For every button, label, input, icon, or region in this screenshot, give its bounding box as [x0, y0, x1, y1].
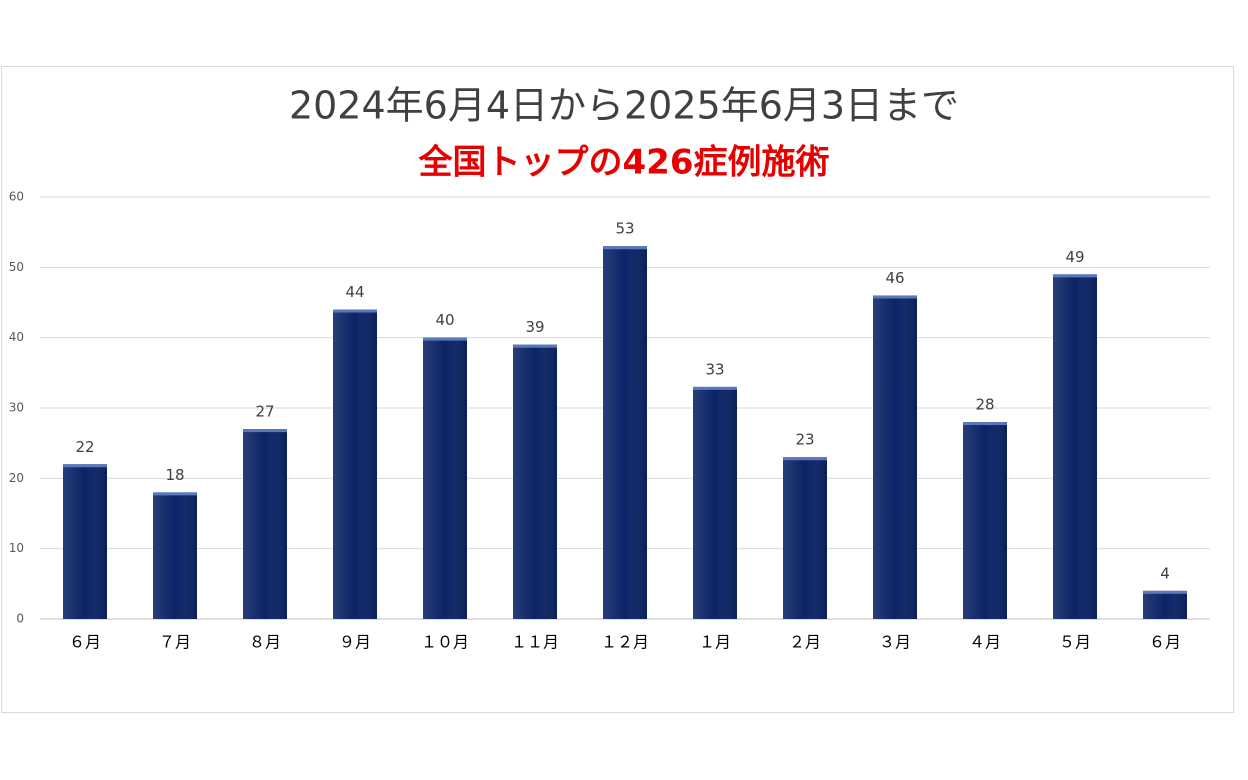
value-label: 27: [255, 403, 274, 421]
x-tick-label: １０月: [421, 633, 469, 652]
y-tick-label: 20: [9, 471, 24, 485]
value-label: 4: [1160, 564, 1170, 582]
y-tick-label: 40: [9, 330, 24, 344]
bar-top: [513, 344, 557, 348]
bar-sheen: [513, 344, 557, 619]
chart-title: 2024年6月4日から2025年6月3日まで: [289, 84, 959, 128]
bar-sheen: [63, 464, 107, 619]
x-tick-label: ９月: [339, 633, 371, 652]
x-tick-label: １２月: [601, 633, 649, 652]
bar-sheen: [783, 457, 827, 619]
bar-top: [423, 337, 467, 341]
bar-sheen: [1143, 590, 1187, 619]
bar-sheen: [333, 309, 377, 619]
y-tick-label: 10: [9, 541, 24, 555]
value-label: 39: [525, 318, 544, 336]
bar-top: [783, 457, 827, 461]
value-label: 18: [165, 466, 184, 484]
bar-sheen: [153, 492, 197, 619]
x-tick-label: ６月: [1149, 633, 1181, 652]
x-tick-label: ７月: [159, 633, 191, 652]
bar-top: [603, 246, 647, 250]
bar-sheen: [243, 429, 287, 619]
bar-top: [873, 295, 917, 299]
value-label: 49: [1065, 248, 1084, 266]
x-tick-label: ６月: [69, 633, 101, 652]
y-tick-label: 0: [16, 612, 24, 626]
bar-top: [63, 464, 107, 468]
bar-top: [963, 422, 1007, 426]
bar-top: [153, 492, 197, 496]
bar-top: [333, 309, 377, 313]
x-tick-label: ８月: [249, 633, 281, 652]
value-label: 33: [705, 360, 724, 378]
value-label: 28: [975, 396, 994, 414]
value-label: 44: [345, 283, 364, 301]
bar-top: [1053, 274, 1097, 278]
bar-sheen: [873, 295, 917, 619]
value-label: 46: [885, 269, 904, 287]
bar-top: [243, 429, 287, 433]
value-label: 22: [75, 438, 94, 456]
bar-sheen: [1053, 274, 1097, 619]
bar-sheen: [603, 246, 647, 619]
x-tick-label: ２月: [789, 633, 821, 652]
bar-sheen: [423, 337, 467, 619]
value-label: 53: [615, 220, 634, 238]
x-tick-label: ３月: [879, 633, 911, 652]
x-tick-label: １月: [699, 633, 731, 652]
y-tick-label: 50: [9, 260, 24, 274]
x-tick-label: ５月: [1059, 633, 1091, 652]
bar-top: [693, 386, 737, 390]
bar-sheen: [963, 422, 1007, 619]
y-tick-label: 60: [9, 190, 24, 204]
x-tick-label: １１月: [511, 633, 559, 652]
value-label: 23: [795, 431, 814, 449]
y-tick-label: 30: [9, 401, 24, 415]
x-tick-label: ４月: [969, 633, 1001, 652]
bar-sheen: [693, 386, 737, 619]
value-label: 40: [435, 311, 454, 329]
chart-subtitle: 全国トップの426症例施術: [418, 143, 830, 183]
bar-top: [1143, 590, 1187, 594]
